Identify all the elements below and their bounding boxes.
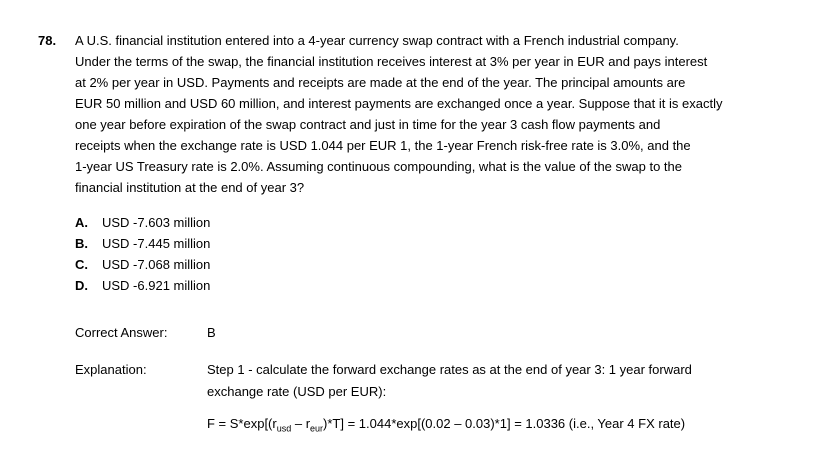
formula-subscript-usd: usd bbox=[276, 423, 292, 434]
option-text: USD -7.445 million bbox=[102, 236, 211, 251]
option-text: USD -6.921 million bbox=[102, 278, 211, 293]
explanation-row: Explanation: Step 1 - calculate the forw… bbox=[75, 359, 692, 434]
formula-subscript-eur: eur bbox=[310, 423, 324, 434]
option-row-d: D. USD -6.921 million bbox=[75, 275, 210, 296]
question-line: Under the terms of the swap, the financi… bbox=[75, 54, 708, 69]
correct-answer-value: B bbox=[207, 325, 216, 340]
formula-prefix: F = S*exp[(r bbox=[207, 416, 277, 431]
question-line: one year before expiration of the swap c… bbox=[75, 117, 661, 132]
explanation-label: Explanation: bbox=[75, 362, 147, 377]
question-line: financial institution at the end of year… bbox=[75, 180, 305, 195]
question-line: EUR 50 million and USD 60 million, and i… bbox=[75, 96, 723, 111]
question-line: A U.S. financial institution entered int… bbox=[75, 33, 679, 48]
correct-answer-row: Correct Answer: B bbox=[75, 322, 216, 343]
option-text: USD -7.068 million bbox=[102, 257, 211, 272]
answer-options: A. USD -7.603 million B. USD -7.445 mill… bbox=[75, 212, 210, 296]
question-line: 1-year US Treasury rate is 2.0%. Assumin… bbox=[75, 159, 682, 174]
option-letter: D. bbox=[75, 278, 88, 293]
explanation-line: exchange rate (USD per EUR): bbox=[207, 384, 387, 399]
option-text: USD -7.603 million bbox=[102, 215, 211, 230]
question-number: 78. bbox=[38, 33, 57, 48]
option-letter: B. bbox=[75, 236, 88, 251]
formula-line: F = S*exp[(rusd – reur)*T] = 1.044*exp[(… bbox=[207, 413, 692, 434]
correct-answer-label: Correct Answer: bbox=[75, 325, 168, 340]
question-text: A U.S. financial institution entered int… bbox=[75, 30, 722, 198]
option-letter: C. bbox=[75, 257, 88, 272]
option-row-b: B. USD -7.445 million bbox=[75, 233, 210, 254]
explanation-content: Step 1 - calculate the forward exchange … bbox=[207, 359, 692, 434]
explanation-line: Step 1 - calculate the forward exchange … bbox=[207, 362, 692, 377]
option-row-c: C. USD -7.068 million bbox=[75, 254, 210, 275]
question-block: 78. A U.S. financial institution entered… bbox=[38, 30, 722, 198]
option-row-a: A. USD -7.603 million bbox=[75, 212, 210, 233]
formula-suffix: )*T] = 1.044*exp[(0.02 – 0.03)*1] = 1.03… bbox=[323, 416, 686, 431]
formula-mid: – r bbox=[291, 416, 311, 431]
question-line: at 2% per year in USD. Payments and rece… bbox=[75, 75, 686, 90]
question-line: receipts when the exchange rate is USD 1… bbox=[75, 138, 691, 153]
option-letter: A. bbox=[75, 215, 88, 230]
